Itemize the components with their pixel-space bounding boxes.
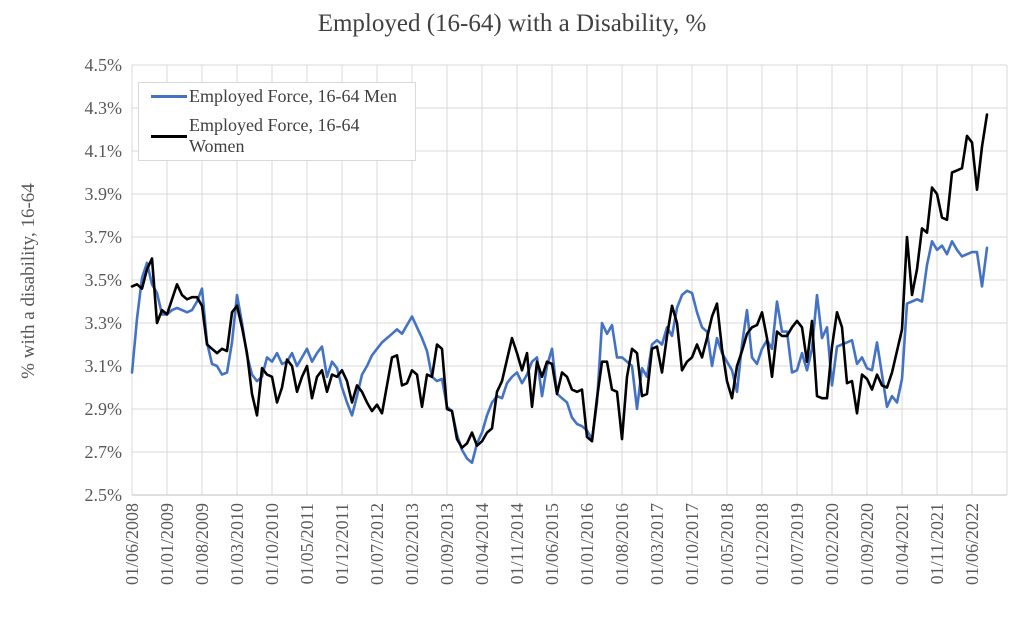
x-tick-label: 01/06/2008 [122, 503, 142, 586]
x-tick-label: 01/03/2017 [647, 503, 667, 586]
x-tick-label: 01/03/2010 [227, 503, 247, 586]
y-tick-label: 2.5% [84, 485, 123, 505]
x-tick-label: 01/08/2009 [192, 503, 212, 586]
y-tick-label: 4.3% [84, 98, 123, 118]
x-tick-label: 01/09/2020 [857, 503, 877, 586]
x-tick-label: 01/02/2013 [402, 503, 422, 586]
legend: Employed Force, 16-64 Men Employed Force… [138, 82, 416, 161]
x-tick-label: 01/08/2016 [612, 503, 632, 586]
x-tick-label: 01/09/2013 [437, 503, 457, 586]
y-tick-label: 3.1% [84, 356, 123, 376]
chart-title: Employed (16-64) with a Disability, % [317, 10, 707, 37]
series-line-men [130, 240, 989, 465]
x-tick-label: 01/12/2018 [752, 503, 772, 586]
x-tick-label: 01/01/2016 [577, 503, 597, 586]
y-tick-label: 4.1% [84, 141, 123, 161]
x-tick-label: 01/10/2010 [262, 503, 282, 586]
x-tick-label: 01/01/2009 [157, 503, 177, 586]
x-tick-label: 01/11/2014 [507, 503, 527, 585]
x-tick-label: 01/12/2011 [332, 503, 352, 585]
legend-label-women: Employed Force, 16-64 Women [189, 115, 360, 156]
y-tick-label: 3.5% [84, 270, 123, 290]
x-tick-label: 01/05/2011 [297, 503, 317, 585]
series-line-women [130, 113, 989, 450]
y-tick-label: 2.9% [84, 399, 123, 419]
x-tick-label: 01/06/2022 [962, 503, 982, 586]
x-tick-label: 01/04/2014 [472, 503, 492, 586]
x-tick-label: 01/02/2020 [822, 503, 842, 586]
legend-label-men: Employed Force, 16-64 Men [189, 86, 397, 106]
x-tick-label: 01/05/2018 [717, 503, 737, 586]
x-tick-label: 01/04/2021 [892, 503, 912, 586]
y-tick-label: 4.5% [84, 55, 123, 75]
x-tick-label: 01/11/2021 [927, 503, 947, 585]
y-tick-label: 3.9% [84, 184, 123, 204]
y-tick-label: 3.3% [84, 313, 123, 333]
x-tick-label: 01/07/2019 [787, 503, 807, 586]
x-tick-label: 01/06/2015 [542, 503, 562, 586]
legend-item-men: Employed Force, 16-64 Men [151, 86, 415, 107]
y-tick-label: 2.7% [84, 442, 123, 462]
x-tick-label: 01/10/2017 [682, 503, 702, 586]
y-tick-label: 3.7% [84, 227, 123, 247]
women-series-line-swatch [151, 134, 187, 138]
legend-item-women: Employed Force, 16-64 Women [151, 115, 415, 157]
x-tick-label: 01/07/2012 [367, 503, 387, 586]
men-series-line-swatch [151, 95, 187, 98]
